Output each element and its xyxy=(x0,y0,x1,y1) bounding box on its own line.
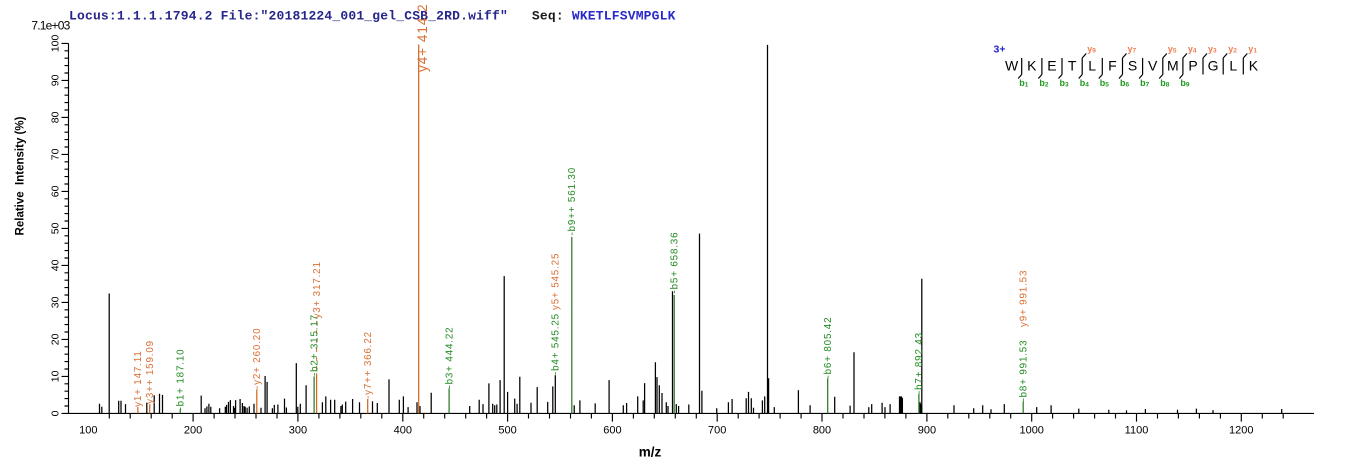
svg-text:600: 600 xyxy=(603,425,621,437)
svg-text:300: 300 xyxy=(289,425,307,437)
svg-text:1100: 1100 xyxy=(1125,425,1149,437)
svg-text:-y1+ 147.11: -y1+ 147.11 xyxy=(133,350,144,411)
svg-text:200: 200 xyxy=(184,425,202,437)
svg-text:80: 80 xyxy=(50,111,62,123)
svg-text:b3: b3 xyxy=(1060,78,1070,89)
svg-text:F: F xyxy=(1108,58,1117,74)
svg-text:-y7++ 366.22: -y7++ 366.22 xyxy=(363,331,374,399)
svg-text:y3: y3 xyxy=(1208,44,1217,55)
svg-text:1200: 1200 xyxy=(1229,425,1253,437)
svg-text:-b6+ 805.42: -b6+ 805.42 xyxy=(823,317,834,379)
svg-text:40: 40 xyxy=(50,259,62,271)
svg-text:50: 50 xyxy=(50,222,62,234)
svg-text:700: 700 xyxy=(708,425,726,437)
svg-text:-b5+ 658.36: -b5+ 658.36 xyxy=(669,232,680,294)
svg-text:b2: b2 xyxy=(1039,78,1049,89)
svg-text:b8: b8 xyxy=(1160,78,1170,89)
svg-text:V: V xyxy=(1148,58,1158,74)
svg-text:b4: b4 xyxy=(1080,78,1090,89)
svg-text:W: W xyxy=(1005,58,1019,74)
svg-text:b1: b1 xyxy=(1019,78,1028,89)
svg-text:30: 30 xyxy=(50,296,62,308)
svg-text:y5: y5 xyxy=(1168,44,1177,55)
svg-text:0: 0 xyxy=(50,410,62,416)
svg-text:7.1e+03: 7.1e+03 xyxy=(31,19,70,33)
svg-text:y9: y9 xyxy=(1087,44,1096,55)
svg-text:K: K xyxy=(1027,58,1037,74)
svg-text:-b2+ 315.17: -b2+ 315.17 xyxy=(309,314,320,376)
svg-text:100: 100 xyxy=(50,34,62,52)
svg-text:m/z: m/z xyxy=(639,445,662,460)
svg-text:K: K xyxy=(1249,58,1259,74)
svg-text:L: L xyxy=(1088,58,1096,74)
svg-text:90: 90 xyxy=(50,74,62,86)
svg-text:-y3++ 159.09: -y3++ 159.09 xyxy=(145,340,156,408)
svg-text:100: 100 xyxy=(79,425,97,437)
svg-text:-y2+ 260.20: -y2+ 260.20 xyxy=(252,328,263,389)
svg-text:20: 20 xyxy=(50,333,62,345)
svg-text:Relative Intensity (%): Relative Intensity (%) xyxy=(15,116,27,235)
svg-text:y4+ 414.2: y4+ 414.2 xyxy=(415,3,430,72)
svg-text:60: 60 xyxy=(50,185,62,197)
svg-text:900: 900 xyxy=(918,425,936,437)
svg-text:3+: 3+ xyxy=(994,44,1006,56)
svg-text:y4: y4 xyxy=(1188,44,1197,55)
svg-text:b5: b5 xyxy=(1100,78,1110,89)
svg-text:-b8+ 991.53: -b8+ 991.53 xyxy=(1018,340,1029,402)
svg-text:y5+ 545.25: y5+ 545.25 xyxy=(551,253,562,310)
svg-text:y7: y7 xyxy=(1128,44,1137,55)
svg-text:G: G xyxy=(1208,58,1219,74)
svg-text:y1: y1 xyxy=(1248,44,1257,55)
svg-text:P: P xyxy=(1188,58,1197,74)
svg-text:10: 10 xyxy=(50,370,62,382)
svg-text:-b4+ 545.25: -b4+ 545.25 xyxy=(551,313,562,375)
svg-text:70: 70 xyxy=(50,148,62,160)
svg-text:y9+ 991.53: y9+ 991.53 xyxy=(1018,270,1029,327)
svg-text:b6: b6 xyxy=(1120,78,1130,89)
svg-text:-b1+ 187.10: -b1+ 187.10 xyxy=(176,349,187,411)
svg-text:y2: y2 xyxy=(1228,44,1237,55)
svg-text:-b3+ 444.22: -b3+ 444.22 xyxy=(444,327,455,389)
svg-text:800: 800 xyxy=(813,425,831,437)
svg-text:Locus:1.1.1.1794.2 File:"20181: Locus:1.1.1.1794.2 File:"20181224_001_ge… xyxy=(69,9,676,24)
svg-text:b9: b9 xyxy=(1180,78,1190,89)
svg-text:y3+ 317.21: y3+ 317.21 xyxy=(312,261,323,318)
svg-text:400: 400 xyxy=(394,425,412,437)
svg-text:-b7+ 892.43: -b7+ 892.43 xyxy=(914,332,925,394)
svg-text:L: L xyxy=(1229,58,1237,74)
svg-text:T: T xyxy=(1068,58,1077,74)
svg-text:E: E xyxy=(1047,58,1056,74)
svg-text:500: 500 xyxy=(498,425,516,437)
svg-text:1000: 1000 xyxy=(1019,425,1043,437)
svg-text:M: M xyxy=(1167,58,1179,74)
svg-text:S: S xyxy=(1128,58,1137,74)
svg-text:b7: b7 xyxy=(1140,78,1150,89)
svg-text:-b9++ 561.30: -b9++ 561.30 xyxy=(567,167,578,236)
